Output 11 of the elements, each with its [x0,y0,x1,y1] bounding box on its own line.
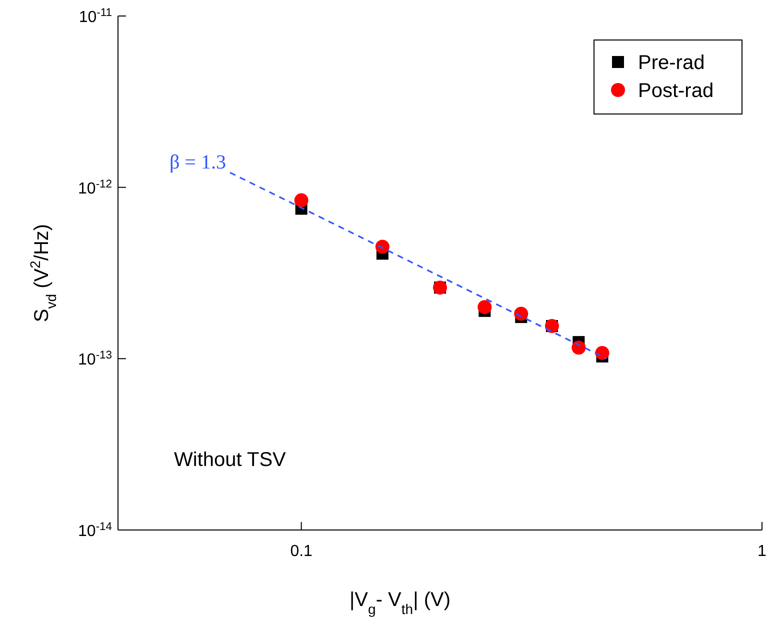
y-tick-label: 10$^{-12}$ [78,178,112,198]
y-tick-label: 10$^{-14}$ [78,521,112,540]
legend-label: Post-rad [638,80,714,102]
y-tick-label: 10$^{-13}$ [78,350,112,369]
x-tick-label: 1 [758,543,767,560]
legend-label: Pre-rad [638,52,705,74]
y-tick-label: 10$^{-11}$ [78,7,112,26]
series-label: β = 1.3 [169,152,226,174]
x-tick-label: 0.1 [290,543,313,560]
annotation: Without TSV [174,449,287,471]
x-axis-title: |V$_{g}$- V$_{th}$| (V) [349,589,451,617]
